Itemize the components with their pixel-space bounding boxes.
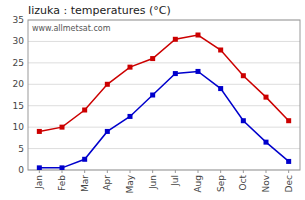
- y-tick-label: 30: [13, 36, 25, 46]
- point: [196, 33, 201, 38]
- point: [218, 48, 223, 53]
- point: [60, 165, 65, 170]
- point: [264, 95, 269, 100]
- x-tick-label: Mar: [80, 175, 90, 192]
- point: [82, 108, 87, 113]
- x-tick: [107, 170, 108, 173]
- series-group: [37, 33, 291, 171]
- x-tick: [220, 170, 221, 173]
- series-line: [39, 35, 288, 131]
- point: [286, 159, 291, 164]
- x-tick-label: May: [125, 174, 135, 193]
- grid-line: [28, 62, 300, 63]
- x-tick-label: Oct: [238, 175, 248, 191]
- y-tick-label: 15: [13, 101, 24, 111]
- grid-line: [28, 41, 300, 42]
- y-tick-label: 5: [18, 144, 24, 154]
- y-tick-label: 10: [13, 122, 25, 132]
- x-tick-label: Jul: [170, 175, 180, 187]
- point: [37, 165, 42, 170]
- point: [128, 114, 133, 119]
- point: [37, 129, 42, 134]
- y-tick-label: 25: [13, 58, 24, 68]
- x-tick: [130, 170, 131, 173]
- point: [241, 73, 246, 78]
- x-tick-label: Dec: [284, 175, 294, 192]
- plot-area: [28, 20, 300, 170]
- x-tick-label: Feb: [57, 175, 67, 191]
- point: [241, 118, 246, 123]
- x-tick: [39, 170, 40, 173]
- point: [105, 129, 110, 134]
- series-line: [39, 71, 288, 167]
- plot-frame: [28, 20, 300, 170]
- x-tick-label: Apr: [102, 175, 112, 191]
- point: [173, 71, 178, 76]
- x-tick: [62, 170, 63, 173]
- x-tick: [266, 170, 267, 173]
- point: [105, 82, 110, 87]
- point: [150, 93, 155, 98]
- x-tick: [243, 170, 244, 173]
- x-tick: [288, 170, 289, 173]
- x-tick: [198, 170, 199, 173]
- x-tick: [175, 170, 176, 173]
- x-tick-label: Aug: [193, 175, 203, 193]
- point: [173, 37, 178, 42]
- y-tick-label: 20: [13, 79, 25, 89]
- chart: 0 5 10 15 20 25 30 35 Jan Feb Mar Apr May Jun Jul Aug Se…: [0, 0, 305, 200]
- x-tick-label: Jan: [34, 175, 44, 190]
- point: [82, 157, 87, 162]
- point: [128, 65, 133, 70]
- x-tick-label: Nov: [261, 174, 271, 192]
- x-tick: [84, 170, 85, 173]
- grid-line: [28, 148, 300, 149]
- y-tick-label: 35: [13, 15, 24, 25]
- point: [286, 118, 291, 123]
- grid-line: [28, 127, 300, 128]
- x-tick-label: Sep: [216, 175, 226, 192]
- point: [196, 69, 201, 74]
- x-tick-label: Jun: [148, 175, 158, 190]
- point: [218, 86, 223, 91]
- title: Iizuka : temperatures (°C): [28, 4, 171, 17]
- point: [60, 125, 65, 130]
- point: [264, 140, 269, 145]
- grid-line: [28, 105, 300, 106]
- point: [150, 56, 155, 61]
- y-tick-label: 0: [18, 165, 24, 175]
- x-tick: [152, 170, 153, 173]
- watermark: www.allmetsat.com: [32, 24, 111, 33]
